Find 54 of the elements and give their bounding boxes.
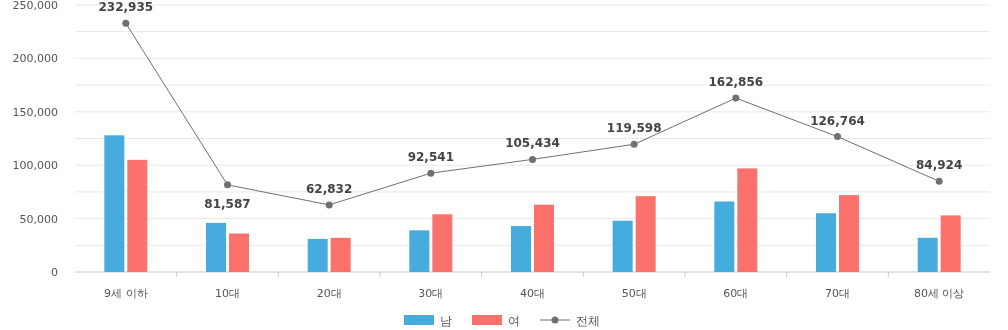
bar [432, 214, 453, 272]
bar [534, 204, 554, 272]
x-tick-label: 9세 이하 [104, 287, 148, 300]
y-tick-label: 150,000 [12, 105, 58, 119]
point [732, 94, 740, 102]
bar [839, 195, 859, 272]
x-tick-label: 10대 [215, 287, 240, 300]
x-tick-label: 20대 [316, 287, 342, 300]
bar [409, 230, 430, 272]
legend-label: 전체 [576, 314, 600, 328]
x-tick-label: 40대 [520, 287, 545, 300]
data-label: 162,856 [708, 75, 764, 90]
y-tick-label: 50,000 [19, 212, 58, 226]
point [122, 19, 130, 27]
bar [104, 135, 125, 272]
data-label: 232,935 [98, 0, 154, 15]
bar [737, 168, 758, 272]
point [529, 155, 536, 163]
bar [714, 201, 735, 272]
bar [612, 220, 633, 272]
data-label: 92,541 [407, 150, 454, 165]
point [325, 201, 333, 209]
bar [511, 226, 531, 272]
point [834, 133, 841, 141]
y-tick-label: 0 [51, 266, 58, 279]
point [224, 181, 231, 189]
y-tick-label: 200,000 [12, 52, 58, 66]
bar [940, 215, 961, 272]
x-tick-label: 60대 [723, 287, 749, 300]
data-label: 126,764 [810, 113, 865, 128]
data-label: 105,434 [505, 136, 560, 151]
x-tick-label: 30대 [418, 287, 444, 300]
x-tick-label: 70대 [825, 287, 850, 300]
bar [127, 159, 148, 272]
x-tick-label: 80세 이상 [913, 287, 965, 300]
legend-label: 여 [508, 314, 520, 328]
bar [206, 222, 226, 272]
bar [307, 238, 328, 272]
data-label: 81,587 [204, 196, 251, 211]
y-tick-label: 250,000 [12, 0, 58, 12]
bar [229, 233, 249, 272]
data-label: 84,924 [916, 158, 963, 173]
x-tick-label: 50대 [621, 287, 647, 300]
point [630, 140, 638, 148]
bar [330, 237, 351, 272]
data-label: 62,832 [306, 181, 353, 196]
point [427, 169, 435, 177]
bar [635, 196, 656, 272]
legend-label: 남 [440, 314, 452, 328]
bar [917, 237, 938, 272]
point [935, 177, 943, 185]
bar [816, 213, 836, 272]
data-label: 119,598 [606, 121, 662, 136]
y-tick-label: 100,000 [12, 159, 58, 173]
